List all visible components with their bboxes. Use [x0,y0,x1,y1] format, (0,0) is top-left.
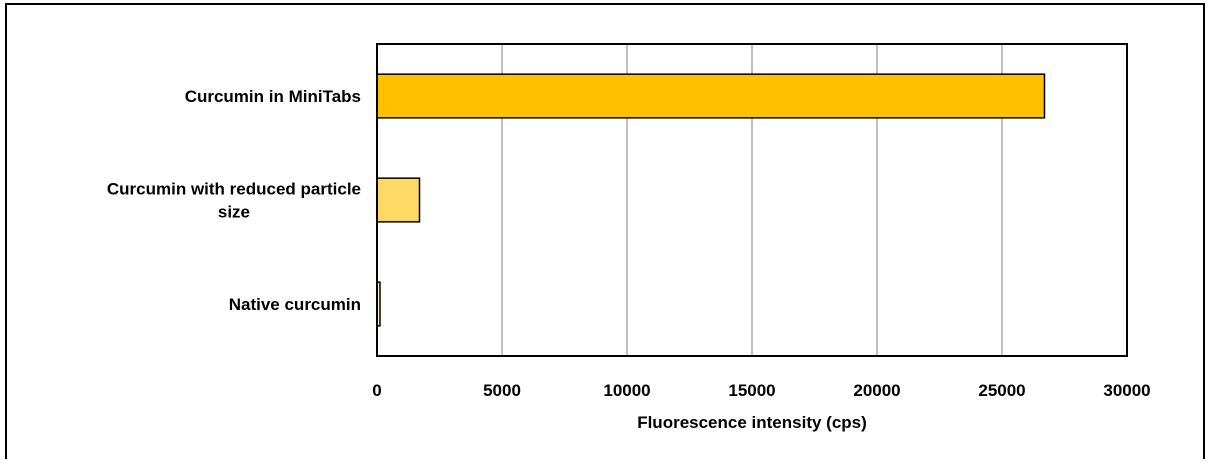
x-tick-label: 20000 [853,381,900,400]
x-tick-label: 5000 [483,381,521,400]
category-label-line: Curcumin with reduced particle [107,180,361,199]
x-tick-labels: 0 5000 10000 15000 20000 25000 30000 [372,381,1150,400]
category-label-line: Native curcumin [229,295,361,314]
category-label: Curcumin with reduced particle size [107,180,361,222]
x-tick-label: 15000 [728,381,775,400]
bars [376,73,1046,327]
x-tick-label: 10000 [603,381,650,400]
bar [376,177,421,223]
category-label: Native curcumin [229,295,361,314]
x-tick-label: 25000 [978,381,1025,400]
x-tick-label: 0 [372,381,381,400]
category-label-line: Curcumin in MiniTabs [185,87,361,106]
category-label-line: size [218,203,250,222]
plot-area [376,43,1128,357]
category-labels: Curcumin in MiniTabs Curcumin with reduce… [107,87,361,314]
x-tick-label: 30000 [1103,381,1150,400]
bar [376,73,1046,119]
x-axis-title: Fluorescence intensity (cps) [637,413,867,432]
category-label: Curcumin in MiniTabs [185,87,361,106]
